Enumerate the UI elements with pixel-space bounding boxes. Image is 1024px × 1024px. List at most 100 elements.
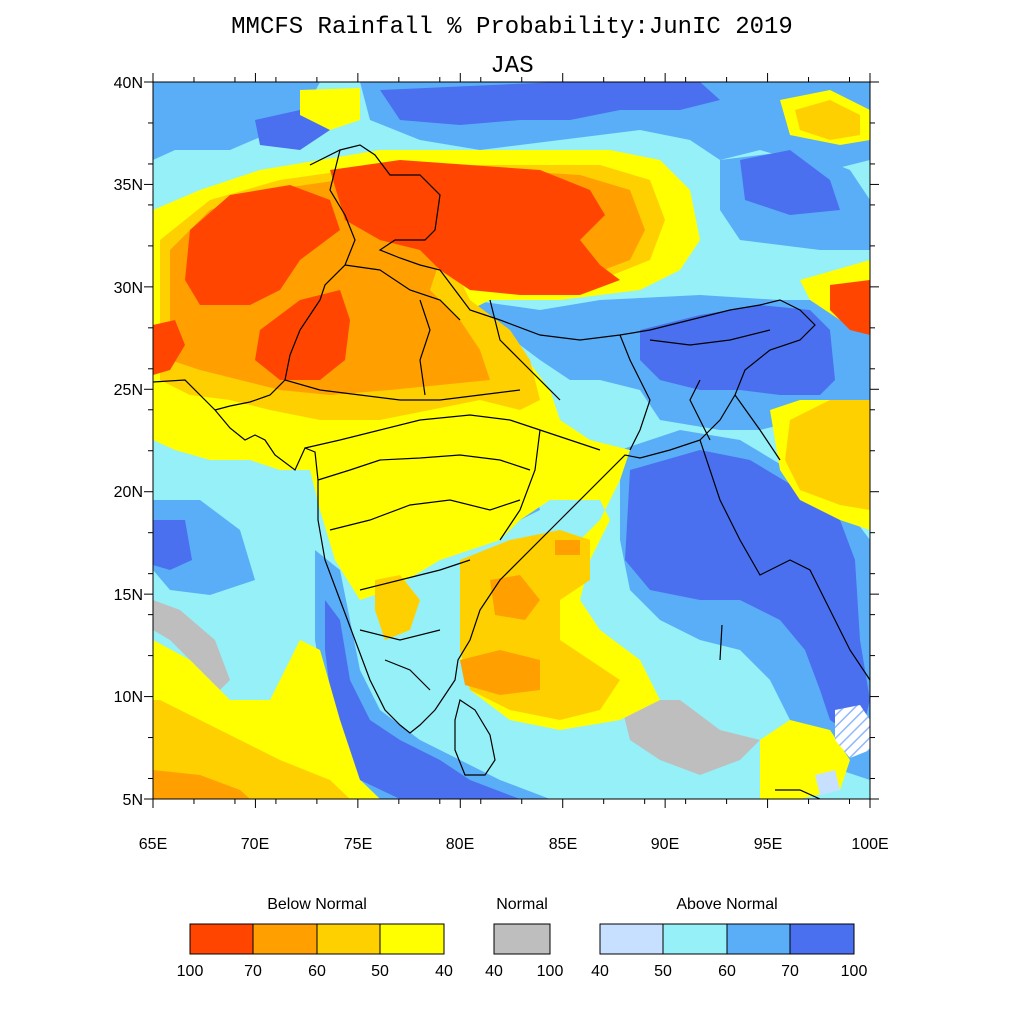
field-above-70	[380, 82, 720, 125]
legend-tick: 100	[841, 963, 868, 980]
y-axis-labels: 40N 35N 30N 25N 20N 15N 10N 5N	[114, 75, 143, 809]
legend-above-title: Above Normal	[676, 896, 777, 913]
border-state-11	[499, 429, 541, 541]
field-below-60	[460, 650, 540, 695]
plot-frame	[152, 81, 871, 800]
x-tick-label: 70E	[241, 836, 269, 853]
field-below-60	[555, 540, 580, 555]
boundaries	[153, 144, 870, 799]
field-below-70	[830, 280, 870, 335]
border-state-7	[359, 629, 441, 641]
field-hatched	[835, 705, 870, 758]
x-tick-label: 75E	[344, 836, 372, 853]
border-state-5	[329, 499, 521, 531]
field-above-70	[625, 450, 870, 740]
legend-tick-labels: 100 70 60 50 40 40 100 40 50 60 70 100	[177, 963, 868, 980]
border-state-4	[317, 454, 531, 481]
legend-below-title: Below Normal	[267, 896, 367, 913]
x-tick-label: 95E	[754, 836, 782, 853]
x-tick-label: 65E	[139, 836, 167, 853]
probability-field	[153, 82, 870, 799]
legend-swatch-bn-70	[252, 923, 318, 955]
border-state-8	[384, 659, 431, 691]
coastline-india	[153, 379, 870, 734]
field-below-70	[153, 320, 185, 375]
legend-swatch-an-70	[789, 923, 855, 955]
y-tick-label: 20N	[114, 484, 143, 501]
y-tick-label: 35N	[114, 177, 143, 194]
field-below-70	[255, 290, 350, 380]
border-myanmar	[734, 394, 781, 461]
field-below-70	[330, 160, 620, 295]
y-tick-label: 10N	[114, 689, 143, 706]
legend-tick: 40	[591, 963, 609, 980]
legend: Below Normal Normal Above Normal 100 70 …	[177, 896, 868, 980]
legend-tick: 100	[537, 963, 564, 980]
axis-ticks	[144, 73, 879, 808]
x-tick-label: 100E	[851, 836, 888, 853]
legend-tick: 50	[654, 963, 672, 980]
field-above-70	[640, 305, 835, 395]
border-state-2	[284, 379, 521, 401]
border-pak	[214, 149, 356, 411]
legend-swatch-bn-50	[379, 923, 445, 955]
border-state-10	[489, 299, 561, 401]
field-normal	[620, 700, 760, 775]
y-tick-label: 15N	[114, 587, 143, 604]
border-state-13	[689, 379, 711, 441]
legend-tick: 40	[435, 963, 453, 980]
border-state-12	[649, 329, 771, 346]
y-tick-label: 30N	[114, 280, 143, 297]
legend-swatch-an-40	[599, 923, 664, 955]
legend-tick: 60	[308, 963, 326, 980]
legend-swatch-an-60	[726, 923, 791, 955]
field-above-60	[153, 82, 320, 160]
y-tick-label: 25N	[114, 382, 143, 399]
legend-tick: 50	[371, 963, 389, 980]
map-title: MMCFS Rainfall % Probability:JunIC 2019	[231, 14, 793, 41]
legend-below-swatches	[189, 923, 445, 955]
field-below-50	[375, 575, 420, 640]
x-tick-label: 85E	[549, 836, 577, 853]
legend-swatch-bn-60	[316, 923, 381, 955]
border-state-1	[344, 264, 461, 321]
field-below-60	[153, 770, 250, 799]
legend-tick: 60	[718, 963, 736, 980]
field-below-70	[185, 185, 340, 305]
field-below-50	[153, 700, 350, 799]
x-tick-label: 90E	[651, 836, 679, 853]
coastline-burma-lower	[775, 789, 821, 799]
legend-above-swatches	[599, 923, 855, 955]
legend-normal-title: Normal	[496, 896, 548, 913]
x-axis-labels: 65E 70E 75E 80E 85E 90E 95E 100E	[139, 836, 889, 853]
border-state-3	[304, 414, 601, 451]
field-below-50	[795, 100, 860, 140]
coastline-andaman	[719, 624, 723, 661]
field-above-70	[740, 150, 840, 215]
field-below-50	[785, 400, 870, 510]
border-state-9	[419, 299, 431, 396]
legend-tick: 40	[485, 963, 503, 980]
coastline-srilanka	[454, 699, 496, 776]
legend-tick: 70	[781, 963, 799, 980]
x-tick-label: 80E	[446, 836, 474, 853]
map-subtitle: JAS	[490, 53, 534, 80]
field-above-70	[325, 600, 520, 799]
border-bangladesh	[619, 334, 651, 451]
legend-swatch-bn-100	[189, 923, 254, 955]
field-normal	[153, 600, 230, 690]
field-above-70	[153, 520, 192, 570]
y-tick-label: 40N	[114, 75, 143, 92]
border-state-6	[359, 559, 471, 591]
legend-tick: 70	[244, 963, 262, 980]
field-below-40	[300, 88, 360, 130]
border-india-north	[309, 144, 816, 441]
y-tick-label: 5N	[123, 792, 143, 809]
legend-swatch-normal	[493, 923, 551, 955]
field-below-60	[490, 575, 540, 620]
field-above-40	[815, 770, 840, 795]
legend-tick: 100	[177, 963, 204, 980]
legend-swatch-an-50	[662, 923, 728, 955]
